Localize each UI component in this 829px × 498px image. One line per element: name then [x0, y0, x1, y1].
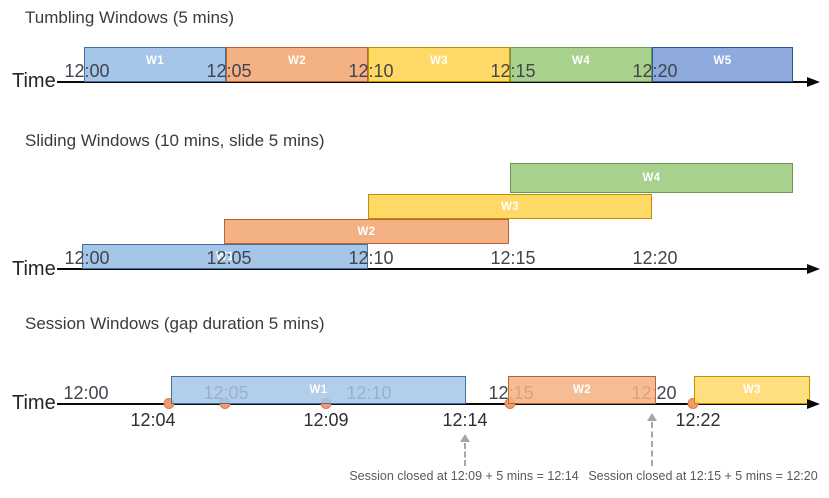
window-label: W3 [429, 54, 449, 67]
timeline-axis [57, 268, 807, 270]
window-box-w2: W2 [226, 47, 368, 82]
axis-label-time: Time [12, 70, 56, 92]
window-box-w5: W5 [652, 47, 793, 82]
time-tick-12-20: 12:20 [632, 248, 678, 268]
section-title: Sliding Windows (10 mins, slide 5 mins) [25, 131, 325, 150]
section-title: Session Windows (gap duration 5 mins) [25, 314, 325, 333]
window-label: W1 [145, 54, 165, 67]
event-time-label: 12:04 [130, 410, 176, 430]
time-tick-12-15: 12:15 [490, 248, 536, 268]
time-tick-12-20: 12:20 [632, 61, 678, 81]
window-box-w3: W3 [368, 47, 510, 82]
session-close-arrow [651, 422, 653, 466]
window-label: W2 [572, 384, 592, 396]
timeline-arrowhead-icon [807, 264, 820, 274]
window-label: W3 [500, 200, 520, 213]
window-label: W4 [571, 54, 591, 67]
window-box-w3: W3 [368, 194, 652, 219]
session-close-arrowhead-icon [647, 413, 657, 421]
window-box-w1: W1 [82, 244, 368, 269]
session-close-annotation: Session closed at 12:15 + 5 mins = 12:20 [588, 469, 818, 483]
time-tick-12-10: 12:10 [348, 61, 394, 81]
session-close-arrowhead-icon [460, 434, 470, 442]
window-box-w3: W3 [694, 376, 810, 404]
window-label: W4 [642, 172, 661, 184]
window-label: W1 [309, 384, 328, 396]
session-close-annotation: Session closed at 12:09 + 5 mins = 12:14 [349, 469, 579, 483]
time-tick-12-00: 12:00 [63, 383, 109, 403]
axis-label-time: Time [12, 258, 56, 280]
time-tick-12-00: 12:00 [64, 61, 110, 81]
window-label: W2 [357, 225, 376, 238]
time-tick-12-05: 12:05 [206, 248, 252, 268]
timeline-arrowhead-icon [807, 77, 820, 87]
window-label: W2 [287, 54, 307, 67]
session-close-arrow [464, 443, 466, 466]
window-box-w1: W1 [84, 47, 226, 82]
event-time-label: 12:22 [675, 410, 721, 430]
event-time-label: 12:09 [303, 410, 349, 430]
time-tick-12-10: 12:10 [348, 248, 394, 268]
window-label: W3 [742, 384, 762, 396]
time-tick-12-00: 12:00 [64, 248, 110, 268]
window-box-w2: W2 [508, 376, 656, 404]
timeline-axis [57, 403, 807, 405]
window-label: W5 [713, 54, 732, 67]
time-tick-12-15: 12:15 [490, 61, 536, 81]
timeline-axis [57, 81, 807, 83]
section-title: Tumbling Windows (5 mins) [25, 8, 235, 27]
event-time-label: 12:14 [442, 410, 488, 430]
window-label: W1 [215, 250, 235, 263]
timeline-arrowhead-icon [807, 399, 820, 409]
window-box-w4: W4 [510, 163, 793, 193]
window-box-w4: W4 [510, 47, 652, 82]
time-tick-12-05: 12:05 [206, 61, 252, 81]
window-box-w2: W2 [224, 219, 509, 244]
axis-label-time: Time [12, 392, 56, 414]
window-box-w1: W1 [171, 376, 466, 404]
